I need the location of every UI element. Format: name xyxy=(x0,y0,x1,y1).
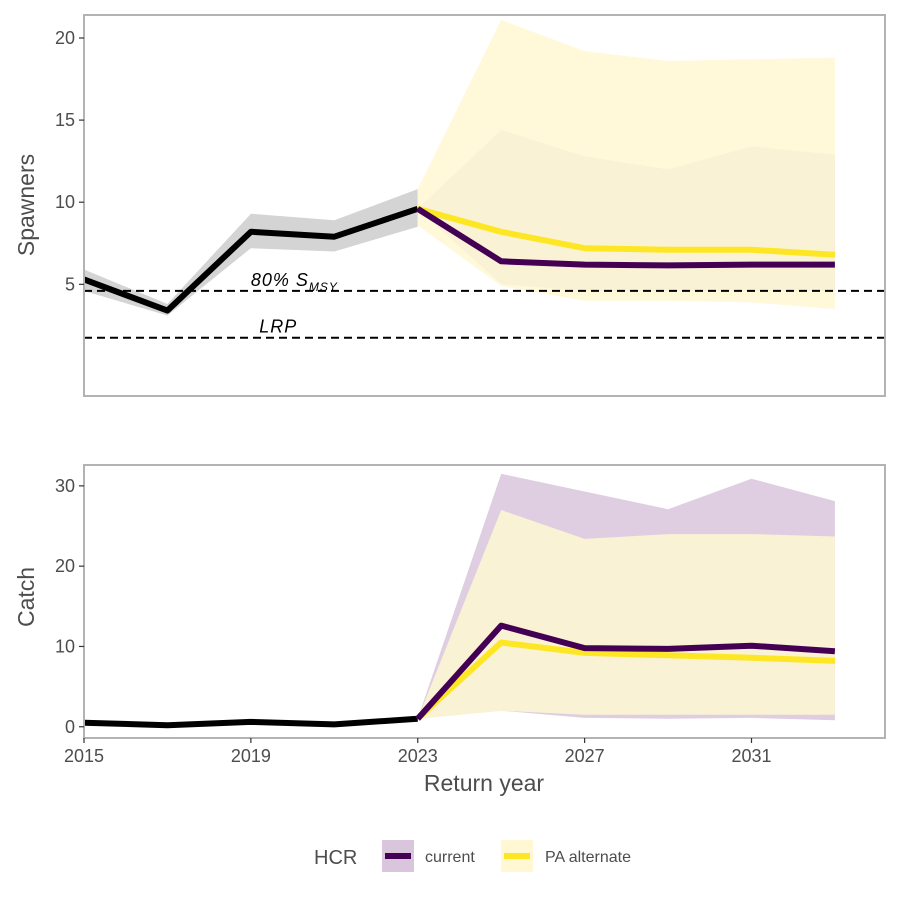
top-panel-border xyxy=(83,14,886,397)
top-y-tick-label: 15 xyxy=(55,110,75,130)
bottom-panel-border xyxy=(83,464,886,739)
bottom-historical-line xyxy=(83,715,418,729)
top-current-line xyxy=(416,206,835,269)
bottom-pa-alternate-line xyxy=(415,639,836,721)
top-y-tick-label: 20 xyxy=(55,28,75,48)
reference-label-text: LRP xyxy=(259,317,297,337)
bottom-x-tick-label: 2019 xyxy=(231,746,271,766)
legend-pa-alternate-label: PA alternate xyxy=(545,849,631,866)
top-80-s-label: 80% SMSY xyxy=(251,270,338,294)
legend-current-label: current xyxy=(425,849,475,866)
legend-key-pa-alternate xyxy=(501,840,533,872)
top-historical-ribbon xyxy=(84,189,418,316)
bottom-x-tick-label: 2015 xyxy=(64,746,104,766)
spawners-panel: 80% SMSY LRP 5 10 15 20 xyxy=(55,14,886,397)
bottom-y-tick-label: 20 xyxy=(55,556,75,576)
legend-key-current xyxy=(382,840,414,872)
spawners-axis-title: Spawners xyxy=(13,154,39,256)
top-lrp-label: LRP xyxy=(259,317,297,337)
bottom-series-pa-alternate-ribbon xyxy=(417,510,835,719)
top-pa-alternate-line xyxy=(416,205,836,258)
bottom-x-tick-label: 2027 xyxy=(565,746,605,766)
top-y-tick-label: 5 xyxy=(65,274,75,294)
bottom-current-line xyxy=(415,622,836,721)
bottom-x-tick-label: 2031 xyxy=(731,746,771,766)
top-historical-line xyxy=(82,205,419,314)
return-year-axis-title: Return year xyxy=(424,770,545,796)
bottom-y-tick-label: 30 xyxy=(55,476,75,496)
reference-label-text: 80% S xyxy=(251,270,309,290)
catch-axis-title: Catch xyxy=(13,567,39,627)
bottom-x-tick-label: 2023 xyxy=(398,746,438,766)
catch-panel: 0 10 20 30 2015 2019 2023 2027 2031 xyxy=(55,464,886,766)
legend-title: HCR xyxy=(314,847,357,869)
bottom-y-tick-label: 0 xyxy=(65,717,75,737)
legend: HCR current PA alternate xyxy=(314,840,631,872)
bottom-y-tick-label: 10 xyxy=(55,636,75,656)
reference-label-subscript: MSY xyxy=(309,280,338,294)
top-y-tick-label: 10 xyxy=(55,192,75,212)
